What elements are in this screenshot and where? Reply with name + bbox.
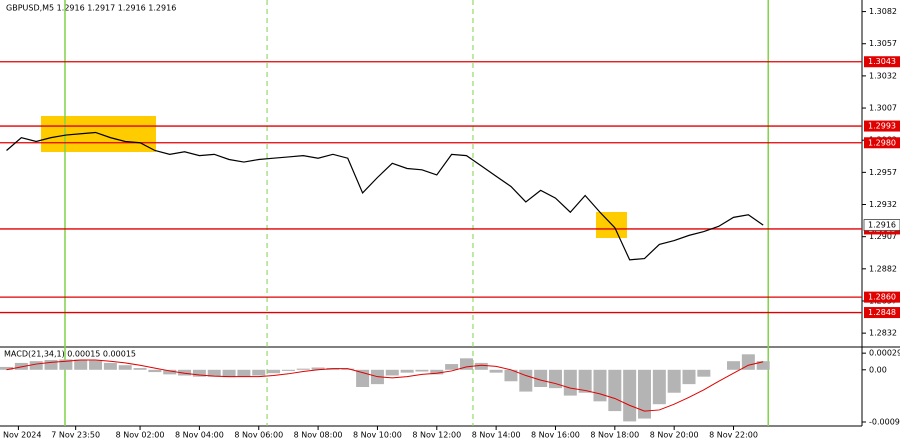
macd-bar <box>281 369 295 371</box>
x-tick-label: 8 Nov 12:00 <box>412 431 461 440</box>
macd-bar <box>14 362 28 370</box>
macd-bar <box>667 369 681 393</box>
macd-bar <box>593 369 607 402</box>
macd-bar <box>459 358 473 370</box>
macd-bar <box>400 369 414 373</box>
y-tick-label: 1.2907 <box>869 232 897 241</box>
macd-bar <box>89 360 103 370</box>
macd-bar <box>637 369 651 419</box>
macd-bar <box>296 368 310 370</box>
chart-title: GBPUSD,M5 1.2916 1.2917 1.2916 1.2916 <box>6 4 176 13</box>
macd-bar <box>311 367 325 370</box>
x-tick-label: 8 Nov 06:00 <box>234 431 283 440</box>
macd-bar <box>0 366 14 370</box>
x-tick-label: 8 Nov 18:00 <box>590 431 639 440</box>
macd-bar <box>178 369 192 376</box>
level-label-box <box>864 56 900 68</box>
macd-bar <box>741 354 755 370</box>
level-label: 1.2860 <box>868 293 896 302</box>
macd-bar <box>578 369 592 393</box>
level-label-box <box>864 137 900 149</box>
y-tick-label: 1.2957 <box>869 168 897 177</box>
macd-bar <box>192 369 206 377</box>
macd-bar <box>237 369 251 377</box>
x-tick-label: 8 Nov 04:00 <box>175 431 224 440</box>
y-tick-label: 1.3032 <box>869 71 897 80</box>
macd-bar <box>489 369 503 373</box>
x-tick-label: 8 Nov 14:00 <box>472 431 521 440</box>
macd-bar <box>415 369 429 372</box>
level-label-box <box>864 307 900 319</box>
macd-bar <box>341 368 355 370</box>
indicator-title: MACD(21,34,1) 0.00015 0.00015 <box>4 350 136 359</box>
macd-bar <box>163 369 177 375</box>
x-tick-label: 8 Nov 20:00 <box>650 431 699 440</box>
macd-bar <box>534 369 548 387</box>
macd-bar <box>44 360 58 370</box>
macd-bar <box>133 368 147 370</box>
y-tick-label: 1.3007 <box>869 104 897 113</box>
level-label-box <box>864 291 900 303</box>
macd-bar <box>118 365 132 370</box>
y-tick-label: 1.2882 <box>869 264 897 273</box>
macd-bar <box>756 361 770 370</box>
macd-bar <box>430 369 444 375</box>
level-label: 1.2993 <box>868 122 896 131</box>
y-tick-label: 0.00029 <box>869 349 900 358</box>
macd-bar <box>222 369 236 378</box>
level-label: 1.2980 <box>868 138 896 147</box>
x-tick-label: 8 Nov 22:00 <box>709 431 758 440</box>
level-label: 1.2848 <box>868 308 896 317</box>
signal-line <box>6 359 764 412</box>
macd-bar <box>29 361 43 370</box>
last-price-label: 1.2916 <box>868 221 896 230</box>
x-tick-label: 8 Nov 08:00 <box>294 431 343 440</box>
macd-bar <box>697 369 711 377</box>
macd-bar <box>548 369 562 389</box>
y-tick-label: -0.00091 <box>869 417 900 426</box>
y-tick-label: 1.2932 <box>869 200 897 209</box>
macd-bar <box>59 359 73 370</box>
x-tick-label: 8 Nov 16:00 <box>531 431 580 440</box>
macd-bar <box>727 361 741 370</box>
x-tick-label: 7 Nov 2024 <box>0 431 41 440</box>
macd-bar <box>74 359 88 370</box>
macd-bar <box>267 369 281 374</box>
macd-bar <box>207 369 221 377</box>
macd-bar <box>504 369 518 382</box>
macd-bar <box>519 369 533 392</box>
x-tick-label: 8 Nov 10:00 <box>353 431 402 440</box>
y-tick-label: 1.2832 <box>869 329 897 338</box>
macd-bar <box>148 369 162 373</box>
macd-bar <box>356 369 370 387</box>
macd-bar <box>563 369 577 396</box>
macd-bar <box>652 369 666 405</box>
macd-bar <box>682 369 696 385</box>
macd-bar <box>252 369 266 376</box>
macd-bar <box>385 369 399 376</box>
x-tick-label: 7 Nov 23:50 <box>51 431 100 440</box>
macd-bar <box>474 362 488 370</box>
level-label: 1.3043 <box>868 57 896 66</box>
y-tick-label: 1.3082 <box>869 7 897 16</box>
level-label-box <box>864 120 900 132</box>
x-tick-label: 8 Nov 02:00 <box>116 431 165 440</box>
macd-bar <box>608 369 622 412</box>
price-line <box>6 131 764 261</box>
y-tick-label: 1.3057 <box>869 39 897 48</box>
macd-bar <box>623 369 637 422</box>
last-price-box <box>863 219 900 231</box>
macd-bar <box>103 362 117 370</box>
y-tick-label: 0.00 <box>869 365 887 374</box>
macd-bar <box>445 364 459 370</box>
